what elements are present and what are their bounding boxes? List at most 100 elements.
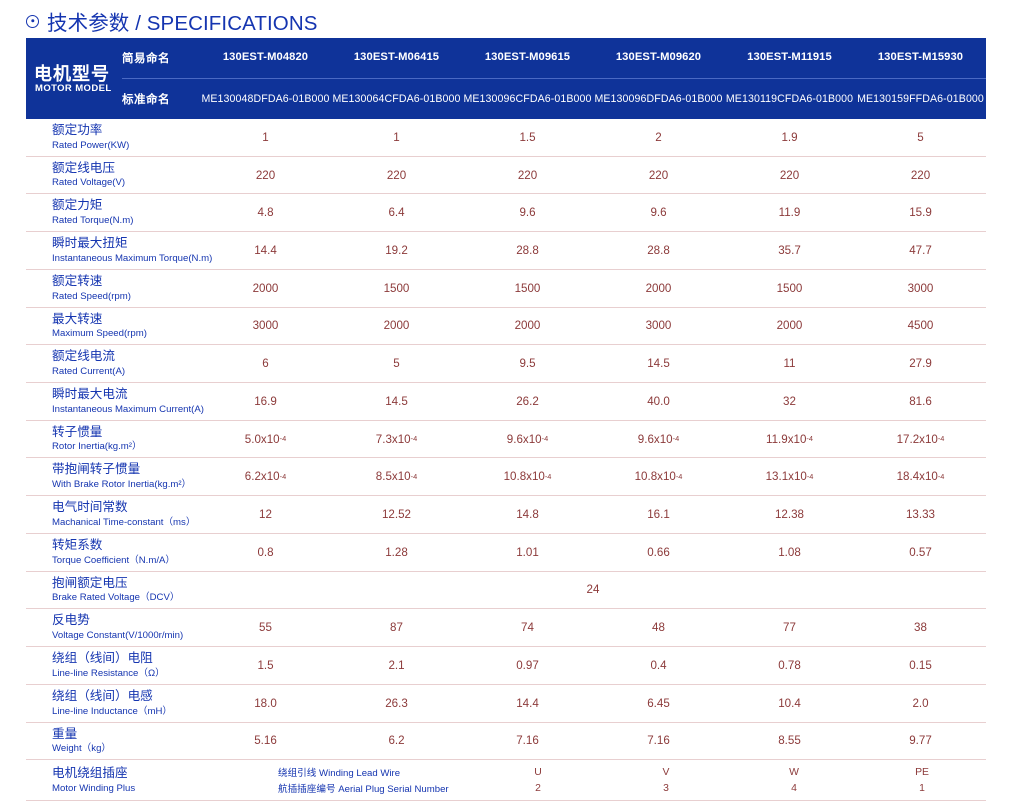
spec-value: 15.9 (909, 206, 932, 220)
spec-value: 11.9x10 -4 (766, 432, 813, 446)
spec-value: 1.5 (519, 130, 536, 144)
model-standard-line1: ME130 (332, 92, 367, 105)
motor-model-header-cell: 电机型号 MOTOR MODEL (26, 38, 122, 119)
spec-value: 6 (262, 357, 269, 371)
model-columns: 130EST-M04820 130EST-M06415 130EST-M0961… (200, 38, 986, 119)
spec-value: 0.4 (650, 658, 667, 672)
connector-pinout: 绕组引线 Winding Lead Wire5V0VA+B+Z+A-B-Z-U+… (278, 801, 986, 807)
spec-value: 11 (783, 357, 796, 371)
spec-value: 2000 (252, 281, 279, 295)
model-simple-name: 130EST-M04820 (222, 51, 309, 64)
connector-label-cn: 电机绕组插座 (52, 765, 128, 780)
spec-value: 1500 (776, 281, 803, 295)
spec-value: 47.7 (909, 244, 932, 258)
spec-row-label: 额定转速 Rated Speed(rpm) (26, 270, 200, 307)
model-simple-name: 130EST-M09620 (615, 51, 702, 64)
spec-value: 0.15 (909, 658, 932, 672)
spec-value: 2000 (383, 319, 410, 333)
spec-value: 27.9 (909, 357, 932, 371)
spec-row: 瞬时最大扭矩 Instantaneous Maximum Torque(N.m) 1… (26, 232, 986, 270)
spec-value: 14.4 (516, 696, 539, 710)
spec-row: 转矩系数 Torque Coefficient（N.m/A） 0.8 1.28 1.01… (26, 534, 986, 572)
connector-pin-value: 1 (919, 782, 925, 794)
spec-label-en: Torque Coefficient（N.m/A） (52, 554, 175, 566)
spec-label-en: Instantaneous Maximum Torque(N.m) (52, 252, 213, 264)
spec-value: 14.5 (385, 394, 408, 408)
spec-label-en: Line-line Inductance（mH） (52, 705, 172, 717)
spec-row: 带抱闸转子惯量 With Brake Rotor Inertia(kg.m²） 6.… (26, 458, 986, 497)
spec-value: 87 (390, 621, 403, 635)
model-standard-name: ME130 064CFDA6-01B000 (331, 79, 462, 119)
spec-label-en: Instantaneous Maximum Current(A) (52, 403, 204, 415)
spec-label-en: Rotor Inertia(kg.m²） (52, 441, 142, 453)
spec-row-label: 最大转速 Maximum Speed(rpm) (26, 308, 200, 345)
spec-value: 2000 (645, 281, 672, 295)
spec-label-en: Machanical Time-constant（ms） (52, 516, 196, 528)
spec-label-cn: 电气时间常数 (52, 500, 128, 515)
spec-row-values: 6 5 9.5 14.5 11 27.9 (200, 345, 986, 382)
spec-label-en: Rated Speed(rpm) (52, 290, 131, 302)
model-standard-name: ME130 159FFDA6-01B000 (855, 79, 986, 119)
spec-value: 220 (386, 168, 407, 182)
connector-row: 增量编码器插座（15芯）Incremental Encoder Socket（1… (26, 801, 986, 807)
spec-row: 抱闸额定电压 Brake Rated Voltage（DCV） 24 (26, 572, 986, 610)
model-standard-line1: ME130 (201, 92, 236, 105)
spec-value: 220 (910, 168, 931, 182)
spec-value: 220 (517, 168, 538, 182)
spec-row-label: 瞬时最大电流 Instantaneous Maximum Current(A) (26, 383, 204, 420)
spec-value: 8.5x10 -4 (375, 470, 418, 484)
page-title: 技术参数 / SPECIFICATIONS (26, 6, 318, 36)
spec-value: 3000 (252, 319, 279, 333)
spec-row-label: 绕组（线间）电阻 Line-line Resistance（Ω） (26, 647, 200, 684)
naming-simple-label: 简易命名 (122, 38, 200, 79)
spec-value: 0.66 (647, 545, 670, 559)
spec-value: 220 (779, 168, 800, 182)
spec-label-cn: 瞬时最大电流 (52, 387, 128, 402)
table-body: 额定功率 Rated Power(KW) 1 1 1.5 2 1.9 5 额定线电压 Rated … (26, 119, 986, 761)
spec-value: 3000 (645, 319, 672, 333)
spec-value: 220 (648, 168, 669, 182)
spec-value: 0.97 (516, 658, 539, 672)
spec-value: 16.9 (254, 394, 277, 408)
spec-value: 7.3x10 -4 (375, 432, 418, 446)
spec-value: 12.52 (381, 508, 411, 522)
spec-row-label: 带抱闸转子惯量 With Brake Rotor Inertia(kg.m²） (26, 458, 200, 495)
spec-value: 32 (783, 394, 796, 408)
spec-row-values: 55 87 74 48 77 38 (200, 609, 986, 646)
spec-row: 额定线电压 Rated Voltage(V) 220 220 220 220 220 220 (26, 157, 986, 195)
spec-value: 7.16 (647, 734, 670, 748)
spec-row-label: 转矩系数 Torque Coefficient（N.m/A） (26, 534, 200, 571)
spec-row: 额定转速 Rated Speed(rpm) 2000 1500 1500 2000 1500… (26, 270, 986, 308)
spec-value: 10.8x10 -4 (634, 470, 683, 484)
spec-row: 最大转速 Maximum Speed(rpm) 3000 2000 2000 3000 20… (26, 308, 986, 346)
spec-row-label: 抱闸额定电压 Brake Rated Voltage（DCV） (26, 572, 200, 609)
model-simple-name: 130EST-M06415 (353, 51, 440, 64)
spec-value: 48 (652, 621, 665, 635)
spec-value: 1 (393, 130, 400, 144)
spec-value: 11.9 (778, 206, 801, 220)
spec-value: 4500 (907, 319, 934, 333)
spec-row-label: 重量 Weight（kg） (26, 723, 200, 760)
spec-row-label: 转子惯量 Rotor Inertia(kg.m²） (26, 421, 200, 458)
spec-row-values: 1 1 1.5 2 1.9 5 (200, 119, 986, 156)
model-simple-name: 130EST-M15930 (877, 51, 964, 64)
connector-pin-key: 航插插座编号 Aerial Plug Serial Number (278, 781, 474, 795)
connector-pin-value: V (662, 766, 670, 778)
model-standard-line1: ME130 (857, 92, 892, 105)
spec-value: 16.1 (647, 508, 670, 522)
spec-row-values: 18.0 26.3 14.4 6.45 10.4 2.0 (200, 685, 986, 722)
spec-value: 18.0 (254, 696, 277, 710)
spec-label-cn: 额定力矩 (52, 198, 103, 213)
spec-row-values: 12 12.52 14.8 16.1 12.38 13.33 (200, 496, 986, 533)
connector-section: 电机绕组插座 Motor Winding Plus 绕组引线 Winding Lea… (26, 760, 986, 807)
spec-value: 26.2 (516, 394, 539, 408)
connector-pin-key-en: Aerial Plug Serial Number (335, 784, 449, 796)
spec-value: 3000 (907, 281, 934, 295)
spec-label-en: Brake Rated Voltage（DCV） (52, 592, 180, 604)
spec-value: 1.01 (516, 545, 539, 559)
spec-value: 4.8 (257, 206, 274, 220)
spec-value: 6.2 (388, 734, 405, 748)
spec-value: 14.5 (647, 357, 670, 371)
spec-row-label: 绕组（线间）电感 Line-line Inductance（mH） (26, 685, 200, 722)
spec-row: 绕组（线间）电阻 Line-line Resistance（Ω） 1.5 2.1 0.9… (26, 647, 986, 685)
